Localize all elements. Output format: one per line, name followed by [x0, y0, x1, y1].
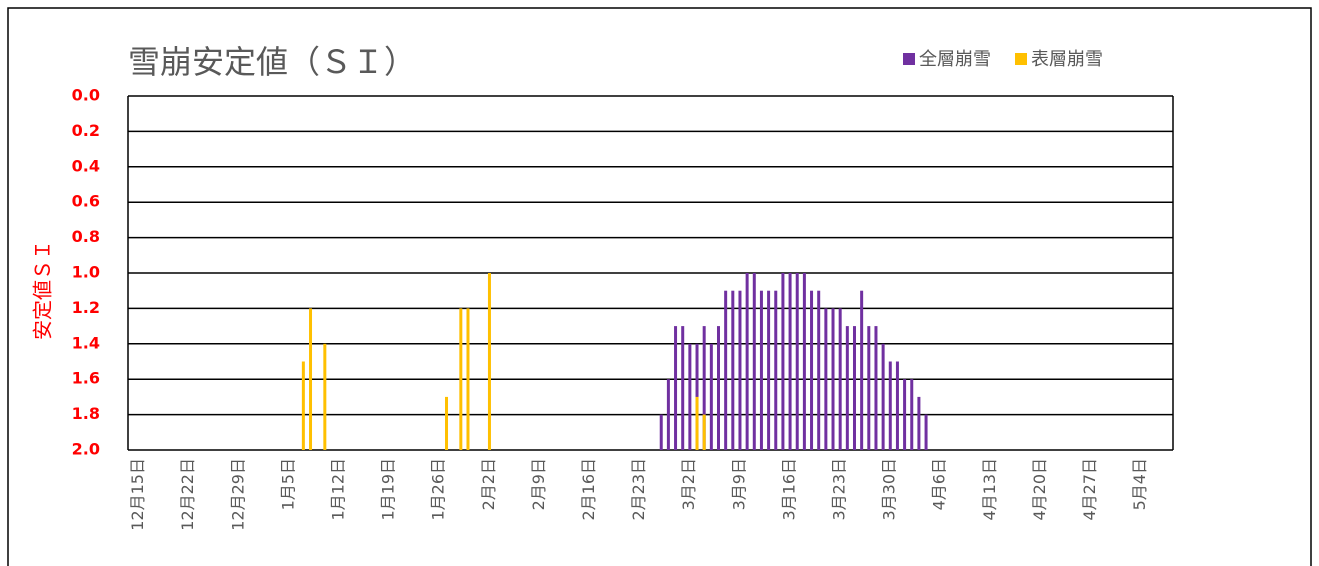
bar [781, 273, 785, 450]
bar [924, 414, 928, 450]
bar [466, 308, 470, 450]
y-tick-label: 1.8 [72, 404, 100, 423]
x-tick-label: 1月12日 [328, 458, 347, 521]
legend-swatch [1015, 53, 1027, 65]
legend-label: 表層崩雪 [1031, 49, 1103, 70]
bar [767, 290, 771, 450]
x-tick-label: 4月20日 [1030, 458, 1049, 521]
y-axis-label: 安定値ＳＩ [31, 240, 55, 340]
bar [867, 326, 871, 450]
bar [824, 308, 828, 450]
bar [752, 273, 756, 450]
x-tick-label: 4月13日 [980, 458, 999, 521]
y-tick-label: 1.2 [72, 298, 100, 317]
bar [659, 414, 663, 450]
x-tick-label: 2月23日 [629, 458, 648, 521]
x-tick-label: 1月19日 [379, 458, 398, 521]
frame [7, 7, 1312, 566]
x-tick-label: 4月6日 [930, 458, 949, 510]
bar [795, 273, 799, 450]
bar [702, 326, 706, 450]
y-tick-label: 0.6 [72, 192, 100, 211]
bar [759, 290, 763, 450]
bar [688, 343, 692, 450]
x-tick-label: 4月27日 [1080, 458, 1099, 521]
x-tick-label: 2月9日 [529, 458, 548, 510]
bar [802, 273, 806, 450]
bar [903, 379, 907, 450]
x-tick-label: 3月9日 [729, 458, 748, 510]
y-tick-label: 0.8 [72, 227, 100, 246]
legend-swatch [903, 53, 915, 65]
bar [831, 308, 835, 450]
bar [817, 290, 821, 450]
bar [666, 379, 670, 450]
y-tick-label: 1.6 [72, 369, 100, 388]
bar [860, 290, 864, 450]
bar [695, 396, 699, 450]
x-tick-label: 2月16日 [579, 458, 598, 521]
bar [881, 343, 885, 450]
bar [745, 273, 749, 450]
x-tick-label: 12月29日 [228, 458, 247, 531]
bar [845, 326, 849, 450]
y-tick-label: 1.4 [72, 333, 100, 352]
bar [323, 343, 327, 450]
y-tick-label: 0.0 [72, 86, 100, 105]
x-tick-label: 3月30日 [880, 458, 899, 521]
y-tick-label: 0.4 [72, 156, 100, 175]
x-tick-label: 3月23日 [830, 458, 849, 521]
bar [681, 326, 685, 450]
bar [852, 326, 856, 450]
y-tick-label: 1.0 [72, 263, 100, 282]
x-tick-label: 1月5日 [278, 458, 297, 510]
bar [674, 326, 678, 450]
x-tick-label: 12月15日 [128, 458, 147, 531]
bar [445, 396, 449, 450]
bar [917, 396, 921, 450]
x-tick-label: 5月4日 [1130, 458, 1149, 510]
bar [810, 290, 814, 450]
bar [301, 361, 305, 450]
bar [716, 326, 720, 450]
x-tick-label: 1月26日 [429, 458, 448, 521]
bar [731, 290, 735, 450]
bar [309, 308, 313, 450]
bar [788, 273, 792, 450]
bar [724, 290, 728, 450]
bar [709, 343, 713, 450]
bar [838, 308, 842, 450]
bar [895, 361, 899, 450]
x-tick-label: 12月22日 [178, 458, 197, 531]
x-tick-label: 3月2日 [679, 458, 698, 510]
bar [738, 290, 742, 450]
x-tick-label: 3月16日 [779, 458, 798, 521]
bar [702, 414, 706, 450]
bar [774, 290, 778, 450]
chart-title: 雪崩安定値（ＳＩ） [128, 43, 416, 81]
y-tick-label: 0.2 [72, 121, 100, 140]
bar [874, 326, 878, 450]
bar [888, 361, 892, 450]
bar [487, 273, 491, 450]
x-tick-label: 2月2日 [479, 458, 498, 510]
bar [459, 308, 463, 450]
y-tick-label: 2.0 [72, 440, 100, 459]
legend-label: 全層崩雪 [919, 49, 991, 70]
bar [910, 379, 914, 450]
